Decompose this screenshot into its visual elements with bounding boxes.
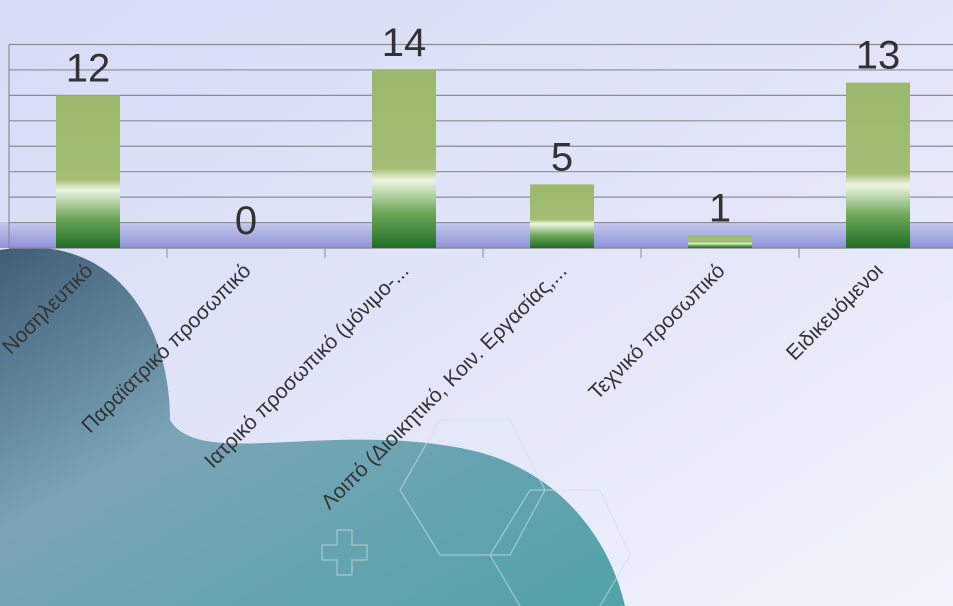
value-label: 1	[709, 186, 731, 230]
bar	[530, 184, 594, 248]
bar	[56, 95, 120, 248]
value-label: 5	[551, 135, 573, 179]
decoration-hex	[321, 419, 631, 606]
value-label: 0	[235, 199, 257, 243]
value-label: 12	[66, 46, 111, 90]
value-label: 13	[856, 34, 901, 78]
bar	[846, 82, 910, 248]
bar	[372, 69, 436, 248]
plot-floor	[0, 222, 953, 248]
bar	[688, 235, 752, 248]
decoration	[0, 247, 625, 606]
value-label: 14	[382, 21, 427, 65]
